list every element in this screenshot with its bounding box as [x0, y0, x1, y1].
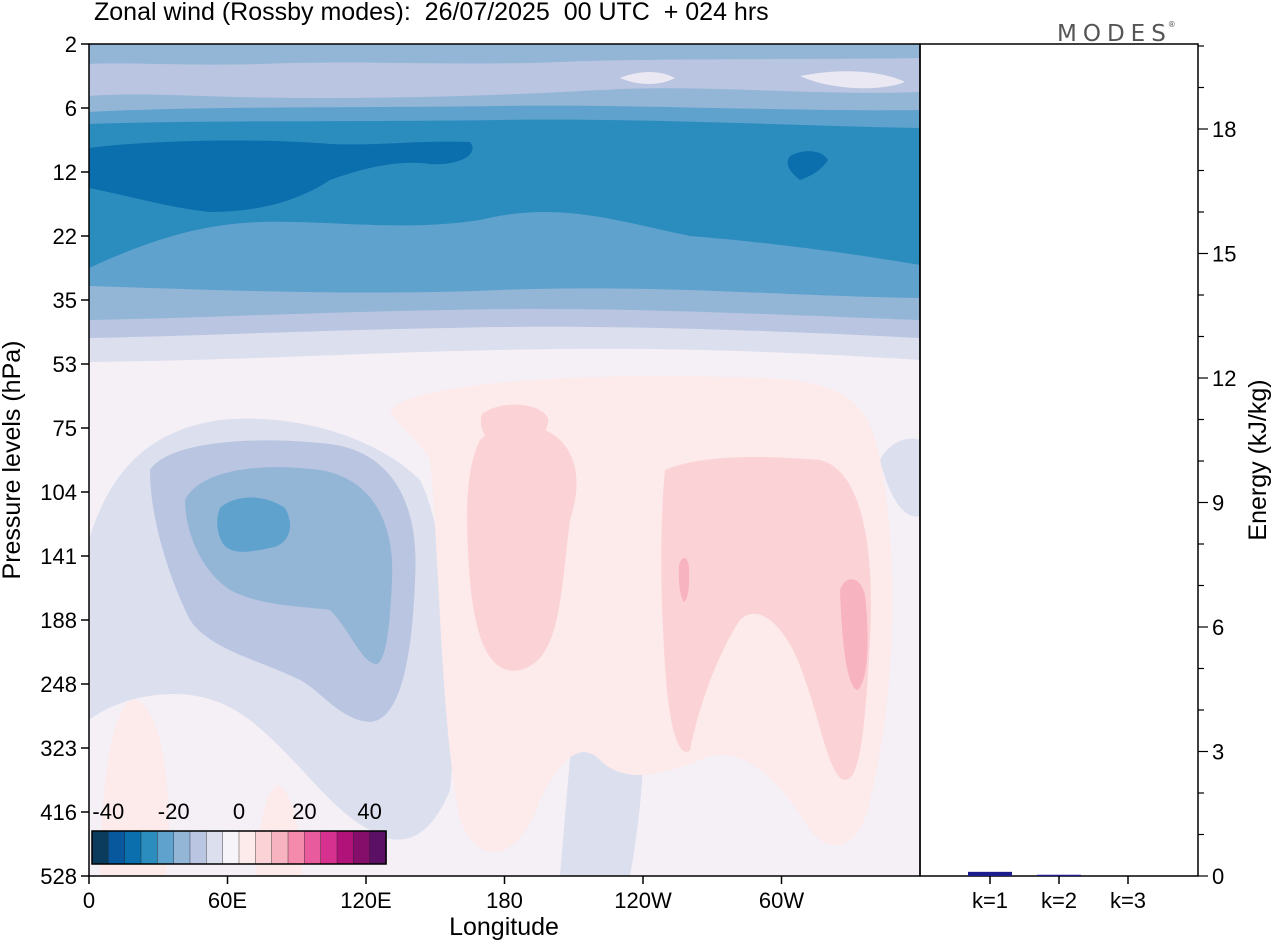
colorbar-frame — [91, 830, 387, 865]
colorbar: -40 -20 0 20 40 — [91, 799, 387, 865]
logo-text: MODES — [1057, 21, 1172, 47]
energy-tick-label: 9 — [1212, 491, 1224, 516]
contour-level-neg30-core — [89, 140, 473, 212]
pressure-tick-label: 22 — [53, 224, 77, 249]
colorbar-swatch — [336, 830, 355, 865]
contour-level-pos10-west — [467, 425, 577, 671]
longitude-tick-label: 120E — [340, 888, 391, 913]
contour-level-neg30-cell — [787, 151, 828, 180]
energy-bar-k1 — [968, 871, 1012, 876]
colorbar-swatch — [369, 830, 387, 865]
colorbar-swatch — [91, 830, 110, 865]
pressure-tick-label: 416 — [40, 800, 77, 825]
pressure-tick-label: 35 — [53, 288, 77, 313]
contour-level-neg15-top — [89, 44, 920, 65]
pressure-tick-label: 53 — [53, 352, 77, 377]
colorbar-tick-label: 40 — [357, 799, 381, 824]
colorbar-tick-label: -40 — [92, 799, 124, 824]
colorbar-swatch — [124, 830, 142, 865]
energy-bars: k=1 k=2 k=3 — [968, 871, 1146, 913]
pressure-axis: 2 6 12 22 35 53 75 104 141 188 248 323 416 528 — [40, 32, 89, 889]
colorbar-swatch — [287, 830, 306, 865]
colorbar-swatch — [173, 830, 191, 865]
energy-tick-label: 3 — [1212, 740, 1224, 765]
colorbar-swatch — [189, 830, 208, 865]
energy-tick-label: 18 — [1212, 117, 1236, 142]
chart-title: Zonal wind (Rossby modes): 26/07/2025 00… — [94, 0, 769, 26]
colorbar-swatch — [140, 830, 159, 865]
colorbar-swatch — [271, 830, 289, 865]
contour-weak-cell-1 — [620, 72, 675, 84]
colorbar-swatch — [238, 830, 257, 865]
logo-registered-mark: ® — [1167, 20, 1176, 29]
pressure-tick-label: 12 — [53, 160, 77, 185]
energy-axis: 0 3 6 9 12 15 18 — [1198, 45, 1236, 889]
colorbar-swatch — [353, 830, 371, 865]
pressure-tick-label: 188 — [40, 608, 77, 633]
pressure-tick-label: 104 — [40, 480, 77, 505]
pressure-tick-label: 248 — [40, 672, 77, 697]
colorbar-swatch — [304, 830, 322, 865]
pressure-tick-label: 2 — [65, 32, 77, 57]
modes-logo: MODES® — [1057, 20, 1176, 47]
energy-axis-label: Energy (kJ/kg) — [1244, 379, 1272, 540]
contour-level-pos15-cell — [678, 557, 690, 602]
pressure-tick-label: 6 — [65, 96, 77, 121]
longitude-tick-label: 60E — [208, 888, 247, 913]
pressure-axis-label: Pressure levels (hPa) — [0, 341, 26, 580]
colorbar-swatch — [157, 830, 175, 865]
pressure-tick-label: 141 — [40, 544, 77, 569]
colorbar-tick-label: -20 — [158, 799, 190, 824]
contour-weak-cell-2 — [800, 71, 905, 89]
longitude-tick-label: 0 — [83, 888, 95, 913]
bar-category-label: k=1 — [972, 888, 1008, 913]
colorbar-swatch — [222, 830, 240, 865]
contour-level-neg5-east — [880, 438, 920, 517]
pressure-tick-label: 75 — [53, 416, 77, 441]
colorbar-tick-label: 0 — [233, 799, 245, 824]
contour-level-pos10-east — [661, 457, 871, 780]
longitude-tick-label: 180 — [486, 888, 523, 913]
pressure-tick-label: 528 — [40, 864, 77, 889]
bar-category-label: k=2 — [1041, 888, 1077, 913]
contour-level-pos15-east — [840, 579, 868, 690]
longitude-tick-label: 120W — [614, 888, 672, 913]
colorbar-swatch — [320, 830, 338, 865]
colorbar-swatch — [206, 830, 224, 865]
energy-tick-label: 12 — [1212, 366, 1236, 391]
contour-level-pos10-cell — [480, 404, 549, 448]
energy-panel-frame — [919, 43, 1199, 877]
colorbar-tick-label: 20 — [292, 799, 316, 824]
longitude-axis-label: Longitude — [449, 913, 559, 941]
pressure-tick-label: 323 — [40, 736, 77, 761]
energy-bar-k2 — [1037, 874, 1081, 876]
longitude-axis: 0 60E 120E 180 120W 60W — [83, 876, 804, 913]
colorbar-swatch — [255, 830, 273, 865]
energy-tick-label: 0 — [1212, 864, 1224, 889]
energy-tick-label: 15 — [1212, 242, 1236, 267]
energy-tick-label: 6 — [1212, 615, 1224, 640]
zonal-wind-heatmap — [89, 44, 920, 876]
bar-category-label: k=3 — [1110, 888, 1146, 913]
longitude-tick-label: 60W — [759, 888, 804, 913]
contour-level-neg20-trop — [217, 497, 290, 552]
colorbar-swatch — [108, 830, 126, 865]
